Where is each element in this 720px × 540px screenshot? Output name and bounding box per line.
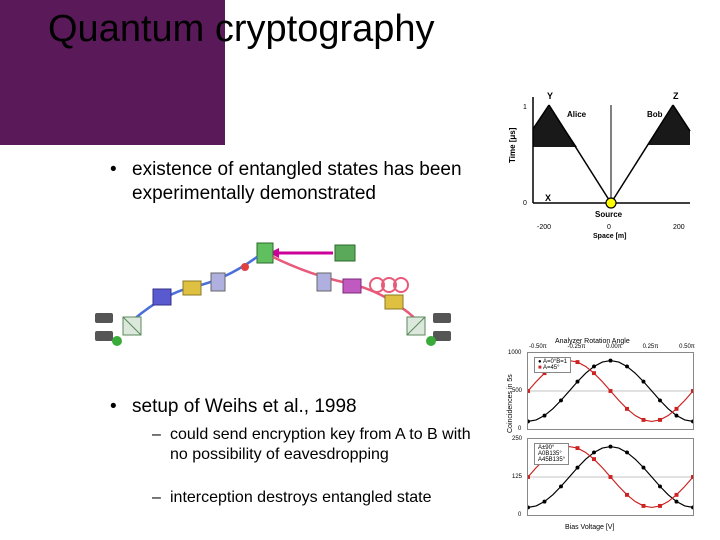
- bottom-x-label: Bias Voltage [V]: [565, 524, 614, 531]
- xt4: 0.50π: [679, 344, 695, 350]
- svg-text:-200: -200: [537, 224, 551, 231]
- bullet-entangled-states: existence of entangled states has been e…: [132, 158, 462, 206]
- spacetime-svg: Y Z X Alice Bob Source Time [μs] -200 0 …: [505, 85, 700, 240]
- weihs-setup-diagram: [85, 225, 460, 370]
- xt3: 0.25π: [643, 344, 659, 350]
- svg-text:Alice: Alice: [567, 110, 587, 119]
- svg-text:Y: Y: [547, 91, 553, 101]
- svg-text:X: X: [545, 193, 551, 203]
- top-x-ticks: -0.50π -0.25π 0.00π 0.25π 0.50π: [529, 344, 695, 350]
- legend-bottom: A±90° A0B135° A45B135°: [534, 443, 569, 465]
- svg-text:Source: Source: [595, 210, 623, 219]
- svg-text:Time [μs]: Time [μs]: [508, 127, 517, 163]
- p1-yt-top: 1000: [508, 350, 521, 356]
- analyzer-graphs: Analyzer Rotation Angle -0.50π -0.25π 0.…: [505, 338, 700, 533]
- y-axis-label: Coincidences in 5s: [507, 374, 514, 433]
- spacetime-diagram: Y Z X Alice Bob Source Time [μs] -200 0 …: [505, 85, 700, 240]
- legend-top: ● A=0°B=1 ■ A=45°: [534, 357, 571, 373]
- svg-text:200: 200: [673, 224, 685, 231]
- xt0: -0.50π: [529, 344, 547, 350]
- p2-yt-mid: 125: [512, 474, 522, 480]
- xt1: -0.25π: [568, 344, 586, 350]
- xt2: 0.00π: [606, 344, 622, 350]
- svg-text:1: 1: [523, 104, 527, 111]
- panel-top: ● A=0°B=1 ■ A=45° 1000 500 0: [527, 352, 694, 430]
- sub-bullet-encryption-key: could send encryption key from A to B wi…: [170, 425, 480, 465]
- svg-text:Z: Z: [673, 91, 679, 101]
- p1-yt-bot: 0: [518, 426, 521, 432]
- leg-s1: A=45°: [543, 365, 560, 371]
- bullet-weihs-setup: setup of Weihs et al., 1998: [132, 395, 462, 419]
- svg-text:0: 0: [523, 200, 527, 207]
- p2-yt-top: 250: [512, 436, 522, 442]
- slide-title: Quantum cryptography: [48, 8, 435, 51]
- sub-bullet-interception: interception destroys entangled state: [170, 488, 480, 508]
- svg-text:Bob: Bob: [647, 110, 663, 119]
- setup-svg: [85, 225, 460, 370]
- p2-yt-bot: 0: [518, 512, 521, 518]
- svg-text:Space [m]: Space [m]: [593, 233, 626, 240]
- panel-bottom: A±90° A0B135° A45B135° 250 125 0: [527, 438, 694, 516]
- leg2-2: A45B135°: [538, 457, 565, 463]
- svg-text:0: 0: [607, 224, 611, 231]
